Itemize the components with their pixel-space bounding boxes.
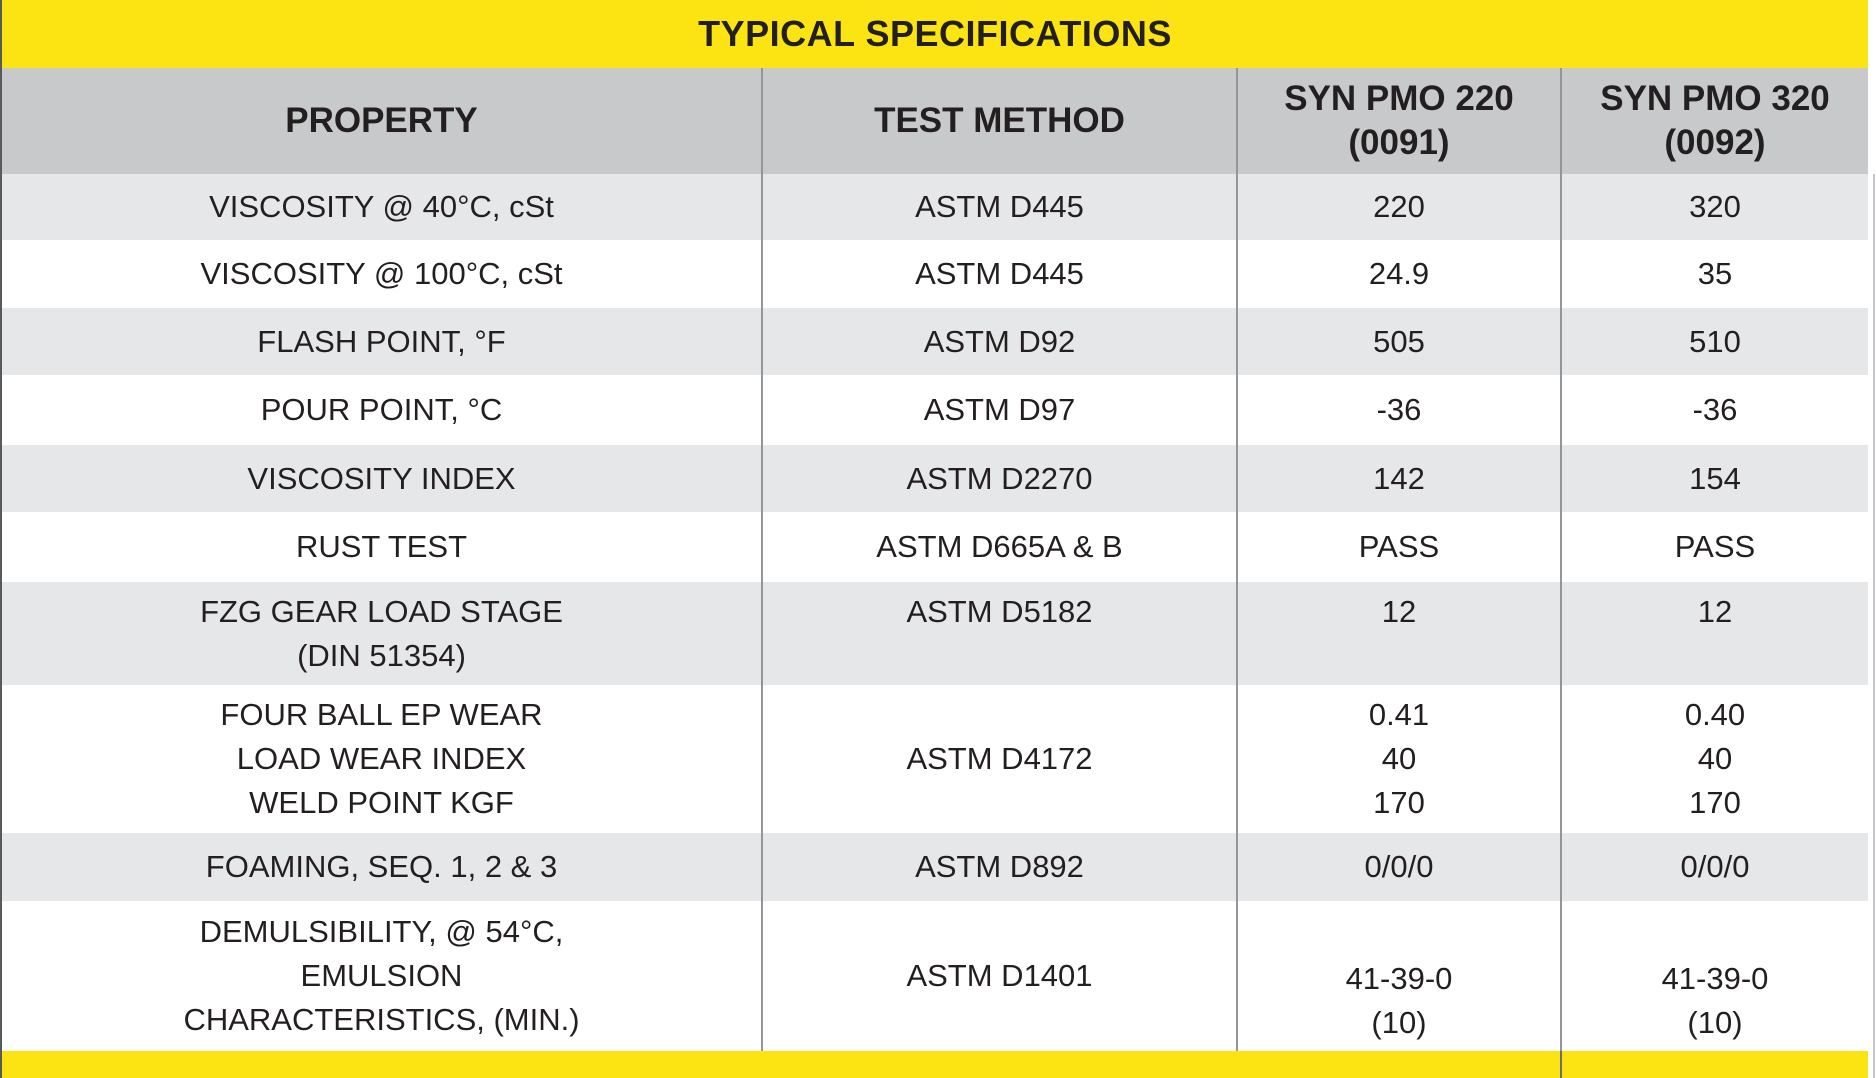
value-cell-pmo320: 0.40 40 170	[1560, 685, 1868, 833]
table-row-rust-test: RUST TEST ASTM D665A & B PASS PASS	[2, 512, 1868, 582]
value-cell-pmo220: 142	[1236, 445, 1560, 512]
method-cell: ASTM D445	[761, 174, 1236, 240]
value-cell-pmo220: PASS	[1236, 512, 1560, 582]
property-cell: VISCOSITY @ 100°C, cSt	[200, 256, 563, 291]
method-cell: ASTM D665A & B	[761, 512, 1236, 582]
value-cell-pmo320: 0/0/0	[1560, 833, 1868, 901]
method-cell: ASTM D445	[761, 240, 1236, 308]
property-cell: FOAMING, SEQ. 1, 2 & 3	[205, 849, 558, 884]
table-row-fzg-gear-load: FZG GEAR LOAD STAGE (DIN 51354) ASTM D51…	[2, 582, 1868, 685]
value-cell-pmo220: -36	[1236, 375, 1560, 445]
value-cell-pmo320: -36	[1560, 375, 1868, 445]
property-cell: VISCOSITY INDEX	[247, 460, 516, 496]
table-row-flash-point: FLASH POINT, °F ASTM D92 505 510	[2, 308, 1868, 375]
method-cell: ASTM D892	[761, 833, 1236, 901]
property-cell: DEMULSIBILITY, @ 54°C, EMULSION CHARACTE…	[183, 914, 580, 1037]
property-cell: VISCOSITY @ 40°C, cSt	[209, 189, 554, 224]
value-cell-pmo220: 12	[1236, 582, 1560, 685]
column-header-test-method: TEST METHOD	[761, 68, 1236, 174]
value-cell-pmo220: 0/0/0	[1236, 833, 1560, 901]
method-cell: ASTM D97	[761, 375, 1236, 445]
value-cell-pmo320: 12	[1560, 582, 1868, 685]
value-cell-pmo220: 41-39-0 (10)	[1236, 901, 1560, 1051]
property-cell: FZG GEAR LOAD STAGE (DIN 51354)	[200, 593, 563, 673]
page-title: TYPICAL SPECIFICATIONS	[698, 13, 1172, 54]
column-header-syn-pmo-320: SYN PMO 320 (0092)	[1560, 68, 1868, 174]
method-cell: ASTM D4172	[761, 685, 1236, 833]
footer-accent-bar	[2, 1051, 1868, 1078]
method-cell: ASTM D2270	[761, 445, 1236, 512]
value-cell-pmo320: 510	[1560, 308, 1868, 375]
table-row-four-ball: FOUR BALL EP WEAR LOAD WEAR INDEX WELD P…	[2, 685, 1868, 833]
value-cell-pmo320: 320	[1560, 174, 1868, 240]
footer-column-divider	[1560, 1051, 1562, 1078]
value-cell-pmo220: 0.41 40 170	[1236, 685, 1560, 833]
table-row-viscosity-100: VISCOSITY @ 100°C, cSt ASTM D445 24.9 35	[2, 240, 1868, 308]
property-cell: POUR POINT, °C	[260, 392, 503, 427]
value-cell-pmo320: 41-39-0 (10)	[1560, 901, 1868, 1051]
table-row-viscosity-40: VISCOSITY @ 40°C, cSt ASTM D445 220 320	[2, 174, 1868, 240]
property-cell: FOUR BALL EP WEAR LOAD WEAR INDEX WELD P…	[220, 697, 543, 820]
value-cell-pmo320: 35	[1560, 240, 1868, 308]
method-cell: ASTM D5182	[761, 582, 1236, 685]
table-row-foaming: FOAMING, SEQ. 1, 2 & 3 ASTM D892 0/0/0 0…	[2, 833, 1868, 901]
property-cell: FLASH POINT, °F	[257, 323, 506, 359]
value-cell-pmo220: 220	[1236, 174, 1560, 240]
column-header-property: PROPERTY	[285, 101, 478, 140]
page-right-edge-line	[1873, 174, 1875, 1078]
method-cell: ASTM D1401	[761, 901, 1236, 1051]
table-row-pour-point: POUR POINT, °C ASTM D97 -36 -36	[2, 375, 1868, 445]
column-header-syn-pmo-220: SYN PMO 220 (0091)	[1236, 68, 1560, 174]
value-cell-pmo220: 24.9	[1236, 240, 1560, 308]
value-cell-pmo220: 505	[1236, 308, 1560, 375]
table-header-row: PROPERTY TEST METHOD SYN PMO 220 (0091) …	[2, 68, 1868, 174]
property-cell: RUST TEST	[295, 529, 468, 564]
value-cell-pmo320: 154	[1560, 445, 1868, 512]
method-cell: ASTM D92	[761, 308, 1236, 375]
table-row-demulsibility: DEMULSIBILITY, @ 54°C, EMULSION CHARACTE…	[2, 901, 1868, 1051]
value-cell-pmo320: PASS	[1560, 512, 1868, 582]
table-row-viscosity-index: VISCOSITY INDEX ASTM D2270 142 154	[2, 445, 1868, 512]
table-title-bar: TYPICAL SPECIFICATIONS	[2, 0, 1868, 68]
